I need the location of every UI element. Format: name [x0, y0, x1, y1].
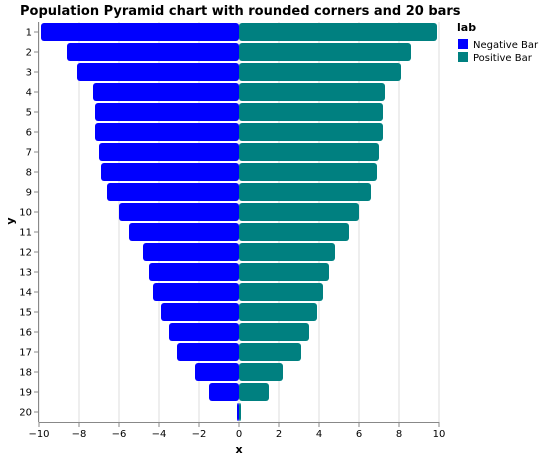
legend-items: Negative Bar Positive Bar: [458, 39, 539, 64]
x-tick-label: 0: [236, 429, 242, 440]
bar-positive-3: [239, 63, 401, 81]
bar-negative-11: [129, 223, 239, 241]
bar-positive-13: [239, 263, 329, 281]
y-tick-label: 16: [19, 328, 32, 339]
y-tick-label: 6: [26, 128, 32, 139]
x-tick-label: −6: [112, 429, 127, 440]
y-tick-label: 5: [26, 108, 32, 119]
bar-negative-14: [153, 283, 239, 301]
y-tick-label: 8: [26, 168, 32, 179]
bar-positive-18: [239, 363, 283, 381]
x-axis-title: x: [235, 443, 242, 456]
legend: lab Negative Bar Positive Bar: [457, 21, 539, 64]
y-tick-label: 3: [26, 68, 32, 79]
bar-negative-13: [149, 263, 239, 281]
y-tick-label: 4: [26, 88, 32, 99]
legend-title: lab: [457, 21, 476, 34]
bar-negative-15: [161, 303, 239, 321]
bar-negative-7: [99, 143, 239, 161]
bar-positive-20: [239, 403, 241, 421]
bar-positive-8: [239, 163, 377, 181]
bar-negative-9: [107, 183, 239, 201]
bar-positive-17: [239, 343, 301, 361]
axes: −10 −8 −6 −4 −2 0 2 4 6 8 101234567891011121314151…: [19, 22, 445, 440]
bar-negative-4: [93, 83, 239, 101]
y-tick-label: 18: [19, 368, 32, 379]
bar-negative-20: [237, 403, 239, 421]
legend-label: Positive Bar: [473, 53, 533, 64]
x-tick-label: 10: [433, 429, 446, 440]
bar-positive-9: [239, 183, 371, 201]
legend-label: Negative Bar: [473, 40, 539, 51]
bar-negative-1: [41, 23, 239, 41]
x-tick-label: −4: [152, 429, 167, 440]
bars: [41, 23, 437, 421]
bar-negative-17: [177, 343, 239, 361]
y-axis-title: y: [4, 217, 17, 224]
x-tick-label: 4: [316, 429, 322, 440]
x-tick-label: −2: [192, 429, 207, 440]
y-tick-label: 9: [26, 188, 32, 199]
bar-positive-11: [239, 223, 349, 241]
bar-negative-16: [169, 323, 239, 341]
bar-negative-10: [119, 203, 239, 221]
y-tick-label: 20: [19, 408, 32, 419]
y-tick-label: 1: [26, 28, 32, 39]
bar-positive-6: [239, 123, 383, 141]
bar-positive-15: [239, 303, 317, 321]
bar-positive-16: [239, 323, 309, 341]
bar-positive-19: [239, 383, 269, 401]
bar-negative-3: [77, 63, 239, 81]
y-tick-label: 14: [19, 288, 32, 299]
legend-swatch: [458, 52, 468, 62]
bar-negative-19: [209, 383, 239, 401]
y-tick-label: 12: [19, 248, 32, 259]
y-tick-label: 2: [26, 48, 32, 59]
bar-negative-6: [95, 123, 239, 141]
x-tick-label: −10: [28, 429, 49, 440]
y-tick-label: 15: [19, 308, 32, 319]
grid-lines: [38, 22, 440, 422]
bar-negative-8: [101, 163, 239, 181]
bar-positive-4: [239, 83, 385, 101]
chart-title: Population Pyramid chart with rounded co…: [20, 4, 461, 19]
bar-positive-2: [239, 43, 411, 61]
bar-negative-12: [143, 243, 239, 261]
bar-positive-7: [239, 143, 379, 161]
y-tick-label: 11: [19, 228, 32, 239]
y-tick-label: 17: [19, 348, 32, 359]
y-tick-label: 19: [19, 388, 32, 399]
x-tick-label: 2: [276, 429, 282, 440]
bar-positive-12: [239, 243, 335, 261]
x-tick-label: 6: [356, 429, 362, 440]
bar-positive-1: [239, 23, 437, 41]
bar-negative-18: [195, 363, 239, 381]
legend-swatch: [458, 39, 468, 49]
x-tick-label: −8: [72, 429, 87, 440]
bar-positive-10: [239, 203, 359, 221]
bar-negative-5: [95, 103, 239, 121]
bar-positive-14: [239, 283, 323, 301]
bar-negative-2: [67, 43, 239, 61]
y-tick-label: 13: [19, 268, 32, 279]
x-tick-label: 8: [396, 429, 402, 440]
y-tick-label: 7: [26, 148, 32, 159]
bar-positive-5: [239, 103, 383, 121]
y-tick-label: 10: [19, 208, 32, 219]
